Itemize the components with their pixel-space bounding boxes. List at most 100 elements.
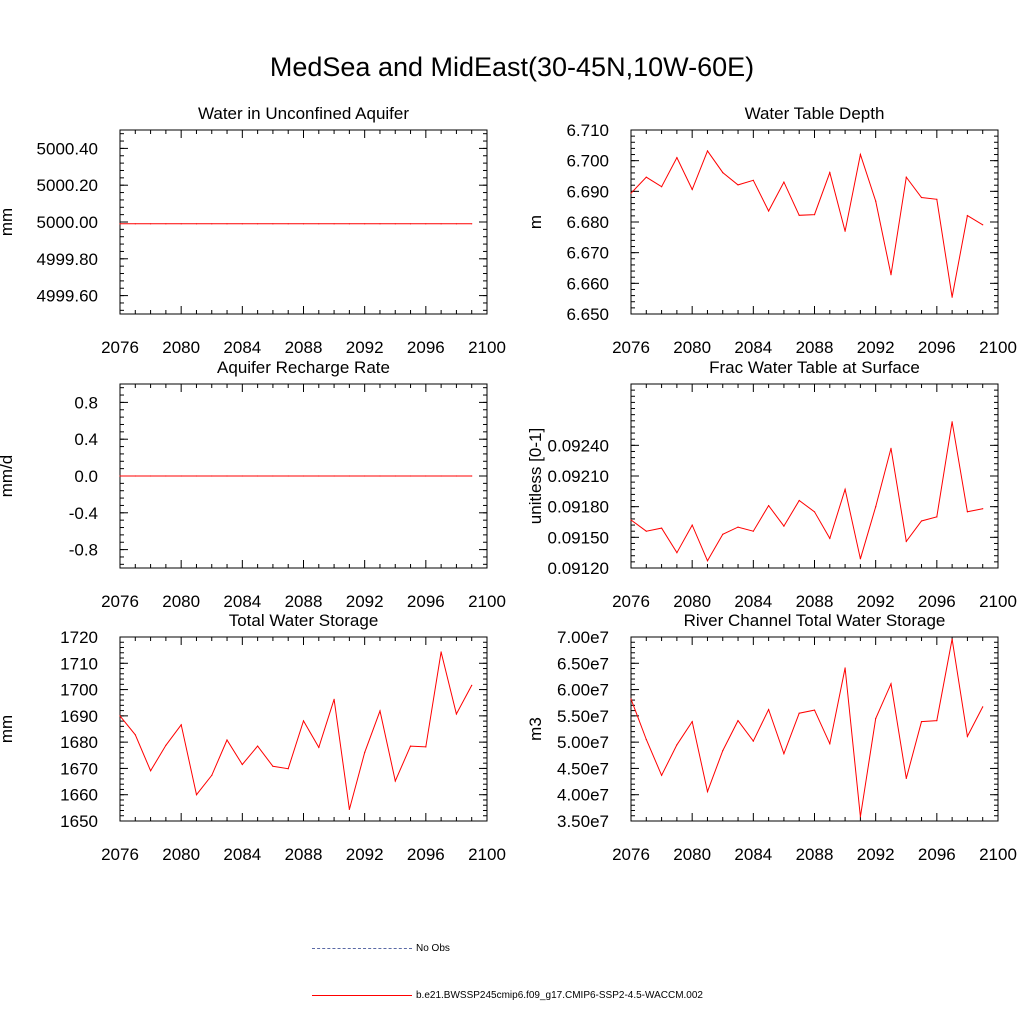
panel-4-data-point bbox=[875, 506, 877, 508]
panel-4-data-point bbox=[783, 525, 785, 527]
panel-1-data-point bbox=[348, 223, 350, 225]
panel-5-ytick-label: 1720 bbox=[60, 628, 98, 647]
panel-3-data-point bbox=[226, 475, 228, 477]
panel-2-data-point bbox=[676, 157, 678, 159]
panel-2-ytick-label: 6.670 bbox=[566, 244, 609, 263]
panel-4-ytick-label: 0.09120 bbox=[548, 559, 609, 578]
panel-6-ylabel: m3 bbox=[526, 717, 545, 741]
panel-5-data-point bbox=[257, 745, 259, 747]
panel-6-ytick-label: 5.50e7 bbox=[557, 707, 609, 726]
panel-4-data-point bbox=[890, 447, 892, 449]
panel-6-data-point bbox=[676, 744, 678, 746]
panel-6-data-point bbox=[844, 667, 846, 669]
panel-3-data-point bbox=[364, 475, 366, 477]
panel-5-ytick-label: 1670 bbox=[60, 759, 98, 778]
panel-1-data-point bbox=[409, 223, 412, 225]
panel-3-data-point bbox=[211, 475, 213, 477]
panel-2-data-point bbox=[875, 200, 877, 202]
panel-2-data-point bbox=[737, 184, 739, 186]
panel-1-ytick-label: 4999.60 bbox=[37, 287, 98, 306]
panel-2-data-point bbox=[905, 176, 907, 178]
panel-3-data-point bbox=[455, 475, 457, 477]
panel-1-data-point bbox=[272, 223, 274, 225]
panel-3-data-point bbox=[471, 475, 473, 477]
panel-6-xtick-label: 2096 bbox=[918, 845, 956, 864]
panel-1-ytick-label: 5000.20 bbox=[37, 176, 98, 195]
panel-6-ytick-label: 6.50e7 bbox=[557, 654, 609, 673]
panel-4-data-point bbox=[982, 508, 984, 510]
panel-6-data-point bbox=[982, 706, 984, 708]
panel-3-data-point bbox=[425, 475, 427, 477]
panel-3-xtick-label: 2096 bbox=[407, 592, 445, 611]
panel-2-frame bbox=[630, 129, 999, 315]
panel-2-data-point bbox=[768, 210, 770, 212]
panel-4-data-point bbox=[676, 552, 678, 554]
panel-2-xtick-label: 2088 bbox=[796, 338, 834, 357]
panel-6-data-point bbox=[661, 774, 663, 776]
panel-1-data-point bbox=[364, 223, 366, 225]
panel-1-data-point bbox=[119, 223, 121, 225]
panel-6-ytick-label: 5.00e7 bbox=[557, 733, 609, 752]
panel-1-data-point bbox=[180, 223, 182, 225]
panel-4-xtick-label: 2100 bbox=[979, 592, 1017, 611]
panel-5-xtick-label: 2084 bbox=[223, 845, 261, 864]
panel-3-ytick-label: 0.4 bbox=[74, 430, 98, 449]
panel-3-data-point bbox=[272, 475, 274, 477]
panel-2-data-point bbox=[920, 196, 923, 199]
panel-1-data-point bbox=[195, 223, 198, 225]
panel-6-ytick-label: 4.00e7 bbox=[557, 786, 609, 805]
panel-2-xtick-label: 2080 bbox=[673, 338, 711, 357]
panel-6-data-point bbox=[966, 735, 969, 738]
panel-4-ytick-label: 0.09150 bbox=[548, 528, 609, 547]
panel-1-ytick-label: 4999.80 bbox=[37, 250, 98, 269]
panel-4-ytick-label: 0.09240 bbox=[548, 436, 609, 455]
panel-6-data-point bbox=[706, 791, 709, 793]
panel-2-data-point bbox=[722, 172, 724, 174]
panel-4-data-point bbox=[691, 524, 693, 526]
panel-6-data-point bbox=[905, 777, 907, 780]
panel-2-xtick-label: 2076 bbox=[612, 338, 650, 357]
panel-3-data-point bbox=[195, 475, 198, 477]
panel-4-xtick-label: 2092 bbox=[857, 592, 895, 611]
panel-6-title: River Channel Total Water Storage bbox=[684, 611, 946, 630]
panel-6-xtick-label: 2088 bbox=[796, 845, 834, 864]
panel-6-ytick-label: 6.00e7 bbox=[557, 681, 609, 700]
panel-1-data-point bbox=[425, 223, 427, 225]
panel-4-xtick-label: 2096 bbox=[918, 592, 956, 611]
panel-5-data-point bbox=[318, 746, 320, 749]
panel-3-xtick-label: 2100 bbox=[468, 592, 506, 611]
panel-4-ytick-label: 0.09210 bbox=[548, 467, 609, 486]
panel-2-xtick-label: 2100 bbox=[979, 338, 1017, 357]
panel-4-data-point bbox=[844, 488, 846, 490]
legend-obs-swatch bbox=[312, 948, 412, 949]
panel-1-title: Water in Unconfined Aquifer bbox=[198, 104, 409, 123]
panel-3-ylabel: mm/d bbox=[0, 455, 16, 498]
panel-6-xtick-label: 2084 bbox=[734, 845, 772, 864]
panel-6-data-point bbox=[737, 720, 739, 722]
panel-5-data-point bbox=[471, 684, 473, 687]
panel-3-ytick-label: -0.8 bbox=[69, 541, 98, 560]
panel-6-xtick-label: 2076 bbox=[612, 845, 650, 864]
panel-2-data-point bbox=[630, 192, 632, 194]
panel-3-data-point bbox=[348, 475, 350, 477]
panel-4-xtick-label: 2088 bbox=[796, 592, 834, 611]
panel-2-data-point bbox=[706, 150, 709, 152]
panel-4-data-point bbox=[661, 527, 663, 529]
panel-4-xtick-label: 2076 bbox=[612, 592, 650, 611]
panel-5-ytick-label: 1650 bbox=[60, 812, 98, 831]
panel-5-data-point bbox=[180, 724, 182, 726]
panel-2-data-point bbox=[966, 215, 969, 217]
panel-6-data-point bbox=[645, 738, 647, 741]
panel-2-title: Water Table Depth bbox=[745, 104, 885, 123]
panel-2-ytick-label: 6.680 bbox=[566, 213, 609, 232]
main-title: MedSea and MidEast(30-45N,10W-60E) bbox=[269, 52, 755, 82]
panel-3-xtick-label: 2088 bbox=[285, 592, 323, 611]
panel-4-ylabel: unitless [0-1] bbox=[526, 428, 545, 524]
panel-1-ylabel: mm bbox=[0, 208, 16, 236]
panel-2-xtick-label: 2084 bbox=[734, 338, 772, 357]
panel-4-data-point bbox=[798, 499, 800, 502]
panel-6-data-point bbox=[630, 698, 632, 700]
panel-2-series-line bbox=[630, 149, 983, 298]
panel-3-ytick-label: -0.4 bbox=[69, 504, 98, 523]
panel-1-xtick-label: 2096 bbox=[407, 338, 445, 357]
